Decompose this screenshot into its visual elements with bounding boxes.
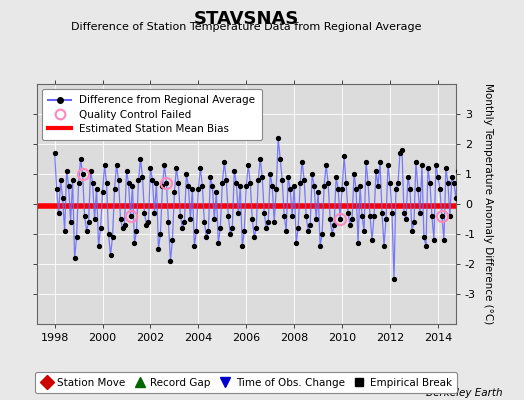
Legend: Station Move, Record Gap, Time of Obs. Change, Empirical Break: Station Move, Record Gap, Time of Obs. C… [35, 372, 457, 393]
Y-axis label: Monthly Temperature Anomaly Difference (°C): Monthly Temperature Anomaly Difference (… [483, 83, 493, 325]
Legend: Difference from Regional Average, Quality Control Failed, Estimated Station Mean: Difference from Regional Average, Qualit… [42, 89, 261, 140]
Text: STAVSNAS: STAVSNAS [193, 10, 299, 28]
Text: Difference of Station Temperature Data from Regional Average: Difference of Station Temperature Data f… [71, 22, 421, 32]
Text: Berkeley Earth: Berkeley Earth [427, 388, 503, 398]
